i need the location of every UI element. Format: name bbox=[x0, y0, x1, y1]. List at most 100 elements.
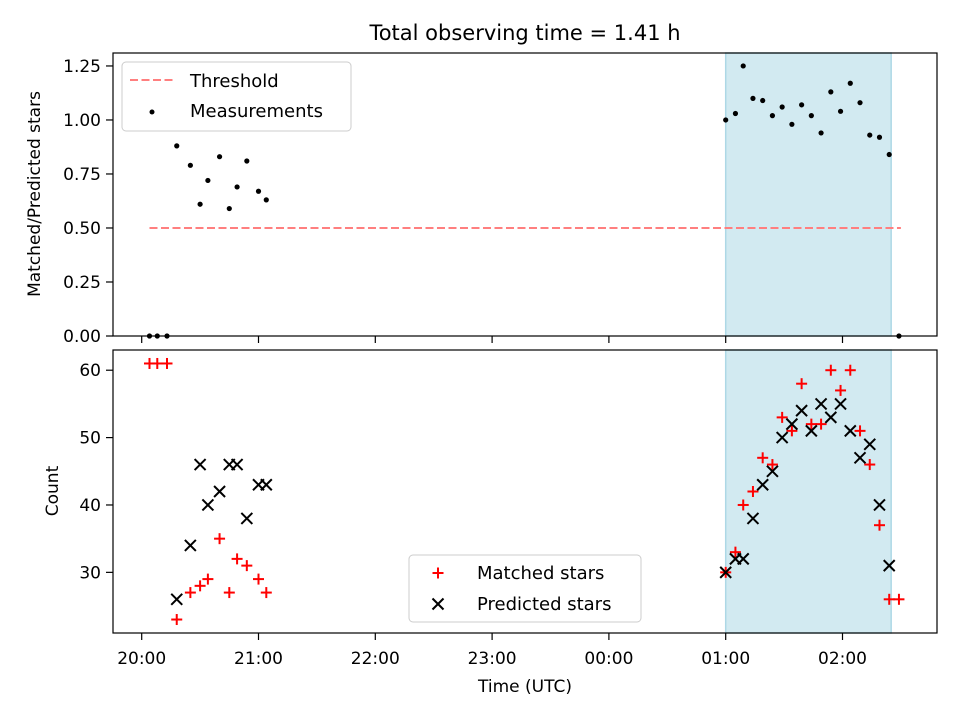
count-points bbox=[143, 357, 905, 626]
bottom-legend-box bbox=[408, 554, 642, 623]
measurement-point bbox=[234, 184, 240, 190]
matched-star-point bbox=[214, 533, 226, 545]
measurement-point bbox=[174, 143, 180, 149]
measurement-point bbox=[847, 80, 853, 86]
y-tick-label: 60 bbox=[79, 361, 101, 381]
x-tick-label: 01:00 bbox=[701, 649, 750, 669]
y-tick-label: 1.25 bbox=[63, 57, 101, 77]
bottom-y-ticks: 30 40 50 60 bbox=[79, 361, 113, 583]
top-axes: 0.00 0.25 0.50 0.75 1.00 1.25 Matched/Predict… bbox=[25, 52, 938, 347]
predicted-star-point bbox=[746, 512, 760, 525]
legend-predicted-label: Predicted stars bbox=[477, 594, 611, 615]
matched-star-point bbox=[194, 580, 206, 592]
legend-predicted-swatch bbox=[431, 597, 445, 611]
top-x-ticks bbox=[141, 336, 844, 343]
measurement-point bbox=[750, 95, 756, 101]
predicted-star-point bbox=[795, 404, 808, 417]
legend-matched-swatch bbox=[432, 567, 444, 579]
predicted-star-point bbox=[240, 512, 254, 525]
y-tick-label: 0.00 bbox=[63, 327, 101, 347]
y-tick-label: 0.75 bbox=[63, 165, 101, 185]
measurement-point bbox=[255, 188, 262, 194]
measurement-point bbox=[263, 197, 269, 203]
measurement-point bbox=[205, 177, 211, 184]
predicted-star-point bbox=[170, 593, 183, 606]
predicted-star-point bbox=[844, 424, 857, 438]
measurement-point bbox=[886, 151, 892, 158]
matched-star-point bbox=[241, 560, 253, 572]
predicted-star-point bbox=[756, 478, 769, 491]
matched-star-point bbox=[151, 357, 163, 369]
legend-measurement-swatch bbox=[149, 109, 155, 115]
predicted-star-point bbox=[193, 458, 207, 471]
predicted-star-point bbox=[230, 458, 244, 471]
matched-star-point bbox=[184, 587, 196, 599]
bottom-axes: 30 40 50 60 20:00 21:00 22:00 23:00 00:00 01:00 0… bbox=[43, 349, 938, 697]
chart-title: Total observing time = 1.41 h bbox=[368, 21, 680, 45]
legend-measurement-label: Measurements bbox=[190, 101, 323, 122]
x-tick-label: 02:00 bbox=[818, 649, 867, 669]
measurement-point bbox=[197, 201, 203, 207]
top-axes-frame bbox=[112, 52, 938, 337]
top-shaded-region bbox=[724, 52, 892, 337]
matched-star-point bbox=[757, 452, 769, 464]
predicted-star-point bbox=[737, 552, 750, 566]
predicted-star-point bbox=[785, 417, 799, 431]
matched-star-point bbox=[825, 364, 837, 376]
predicted-star-point bbox=[213, 485, 226, 498]
measurement-point bbox=[789, 121, 795, 127]
predicted-star-point bbox=[863, 438, 876, 451]
measurement-point bbox=[779, 104, 785, 110]
matched-star-point bbox=[835, 384, 847, 396]
matched-star-point bbox=[893, 593, 905, 605]
legend-matched-label: Matched stars bbox=[477, 563, 604, 584]
matched-star-point bbox=[796, 378, 808, 390]
predicted-star-point bbox=[853, 451, 867, 465]
measurement-point bbox=[818, 130, 824, 136]
matched-star-point bbox=[161, 357, 173, 369]
x-tick-label: 20:00 bbox=[117, 649, 166, 669]
predicted-star-point bbox=[814, 397, 828, 411]
measurement-point bbox=[732, 110, 739, 117]
bottom-x-ticks: 20:00 21:00 22:00 23:00 00:00 01:00 02:00 bbox=[117, 633, 867, 669]
measurement-point bbox=[867, 132, 873, 138]
measurement-point bbox=[226, 205, 232, 212]
measurement-point bbox=[244, 158, 250, 164]
x-tick-label: 23:00 bbox=[468, 649, 517, 669]
matched-star-point bbox=[844, 364, 856, 376]
predicted-star-point bbox=[834, 397, 847, 411]
measurement-point bbox=[876, 134, 883, 140]
y-tick-label: 40 bbox=[79, 496, 101, 516]
predicted-star-point bbox=[873, 498, 886, 512]
measurement-point bbox=[723, 117, 729, 123]
bottom-legend: Matched stars Predicted stars bbox=[408, 554, 642, 623]
matched-star-point bbox=[171, 614, 183, 626]
matched-star-point bbox=[873, 519, 885, 531]
y-tick-label: 30 bbox=[79, 563, 101, 583]
predicted-star-point bbox=[184, 539, 197, 552]
measurement-point bbox=[799, 102, 805, 108]
matched-star-point bbox=[815, 418, 827, 430]
x-tick-label: 00:00 bbox=[584, 649, 633, 669]
measurement-point bbox=[769, 113, 776, 119]
matched-star-point bbox=[260, 587, 272, 599]
measurement-points bbox=[146, 63, 902, 339]
bottom-y-axis-label: Count bbox=[43, 465, 63, 516]
matched-star-point bbox=[202, 573, 214, 585]
matched-star-point bbox=[729, 546, 741, 558]
matched-star-point bbox=[864, 459, 876, 471]
legend-threshold-label: Threshold bbox=[189, 71, 279, 92]
predicted-star-point bbox=[766, 465, 779, 478]
y-tick-label: 0.50 bbox=[63, 219, 101, 239]
predicted-star-point bbox=[805, 424, 818, 438]
measurement-point bbox=[740, 63, 746, 69]
predicted-star-point bbox=[883, 559, 896, 572]
x-tick-label: 21:00 bbox=[234, 649, 283, 669]
top-y-ticks: 0.00 0.25 0.50 0.75 1.00 1.25 bbox=[63, 57, 113, 347]
top-legend: Threshold Measurements bbox=[121, 61, 352, 132]
y-tick-label: 0.25 bbox=[63, 273, 101, 293]
matched-star-point bbox=[231, 553, 243, 565]
measurement-point bbox=[837, 108, 844, 114]
